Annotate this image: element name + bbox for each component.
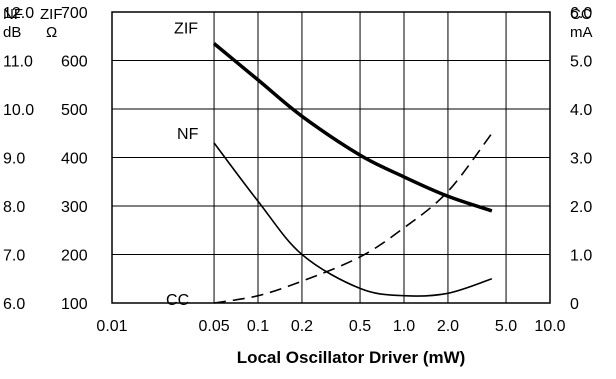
zif-tick-label: 500 xyxy=(61,102,88,119)
series-line-cc xyxy=(213,132,493,304)
x-tick-label: 0.5 xyxy=(349,318,371,335)
nf-tick-label: 12.0 xyxy=(3,5,34,22)
series-line-zif xyxy=(212,42,493,213)
nf-tick-label: 11.0 xyxy=(3,54,33,71)
nf-tick-label: 10.0 xyxy=(3,102,34,119)
x-tick-label: 5.0 xyxy=(495,318,517,335)
zif-tick-label: 400 xyxy=(61,151,88,168)
zif-axis-unit: Ω xyxy=(46,24,57,41)
nf-tick-label: 6.0 xyxy=(3,296,25,313)
zif-tick-label: 700 xyxy=(61,5,88,22)
cc-tick-label: 2.0 xyxy=(570,199,592,216)
cc-tick-label: 3.0 xyxy=(570,151,592,168)
chart-grid xyxy=(112,12,550,303)
cc-axis-header: CC xyxy=(570,6,592,23)
nf-tick-label: 7.0 xyxy=(3,248,25,265)
x-tick-label: 2.0 xyxy=(437,318,459,335)
x-tick-label: 1.0 xyxy=(393,318,415,335)
chart-series xyxy=(212,42,493,304)
zif-axis-header: ZIF xyxy=(40,6,63,23)
cc-axis-unit: mA xyxy=(570,24,593,41)
cc-tick-label: 0 xyxy=(570,296,579,313)
zif-tick-label: 600 xyxy=(61,54,88,71)
nf-tick-label: 9.0 xyxy=(3,151,25,168)
plot-frame xyxy=(111,11,551,304)
series-label-zif: ZIF xyxy=(174,21,198,38)
zif-tick-label: 200 xyxy=(61,248,88,265)
nf-axis-header: NF xyxy=(3,6,23,23)
series-label-nf: NF xyxy=(177,126,199,143)
cc-tick-label: 4.0 xyxy=(570,102,592,119)
cc-tick-label: 5.0 xyxy=(570,54,592,71)
x-tick-label: 0.2 xyxy=(291,318,313,335)
cc-tick-label: 6.0 xyxy=(570,5,592,22)
x-axis-title: Local Oscillator Driver (mW) xyxy=(237,348,466,367)
zif-tick-label: 100 xyxy=(61,296,88,313)
series-label-cc: CC xyxy=(166,292,189,309)
x-tick-label: 0.1 xyxy=(247,318,269,335)
series-line-nf xyxy=(213,142,493,297)
chart-labels: 0.01 0.05 0.1 0.2 0.5 1.0 2.0 5.0 10.0 6.0 100 0 7.0… xyxy=(3,5,592,335)
x-tick-label: 0.01 xyxy=(96,318,127,335)
cc-tick-label: 1.0 xyxy=(570,248,592,265)
x-tick-label: 10.0 xyxy=(534,318,565,335)
nf-tick-label: 8.0 xyxy=(3,199,25,216)
nf-axis-unit: dB xyxy=(3,24,21,41)
x-tick-label: 0.05 xyxy=(198,318,229,335)
zif-tick-label: 300 xyxy=(61,199,88,216)
